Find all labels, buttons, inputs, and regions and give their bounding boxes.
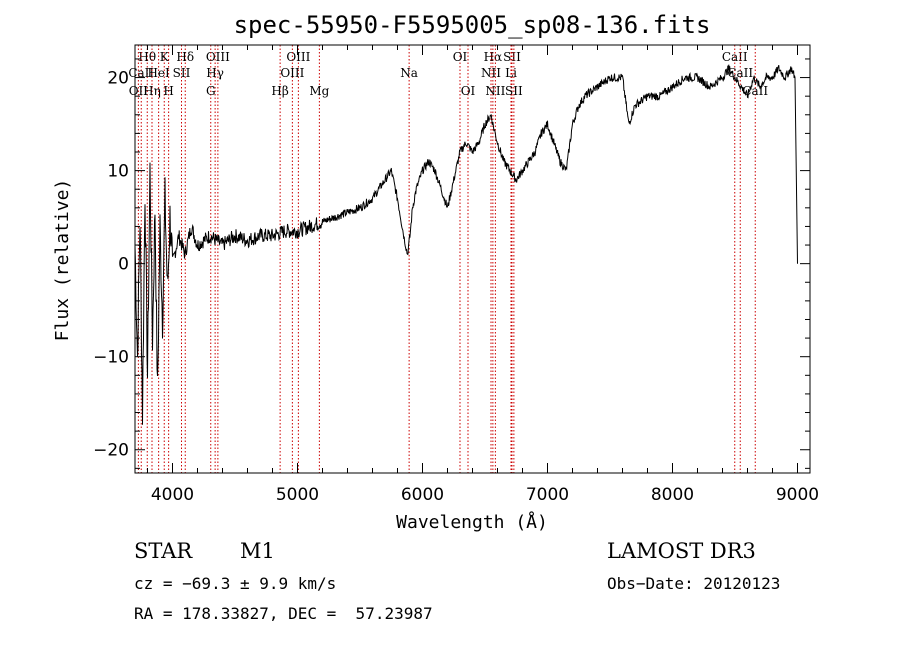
spectral-line-label: OI: [461, 84, 476, 98]
spectrum-series: [134, 64, 798, 425]
spectral-line-label: OIII: [280, 66, 304, 80]
x-tick-label: 6000: [401, 485, 444, 505]
spectral-line-label: HeI: [147, 66, 170, 80]
spectral-line-label: NII: [485, 84, 505, 98]
spectral-line-label: Mg: [309, 84, 329, 98]
x-tick-label: 8000: [651, 485, 694, 505]
x-tick-label: 5000: [276, 485, 319, 505]
x-tick-label: 4000: [151, 485, 194, 505]
spectral-line-label: H: [163, 84, 173, 98]
plot-frame: [134, 44, 811, 474]
obs-date: Obs−Date: 20120123: [607, 574, 781, 593]
spectral-line-label: Na: [400, 66, 418, 80]
x-tick-label: 9000: [776, 485, 819, 505]
spectrum-line: [134, 64, 798, 425]
spectral-line-label: K: [160, 50, 170, 64]
spectral-line-label: CaII: [722, 50, 748, 64]
spectral-line-label: Hγ: [206, 66, 224, 80]
survey-name: LAMOST DR3: [607, 539, 756, 563]
spectral-line-label: CaII: [742, 84, 768, 98]
spectral-line-label: Hα: [484, 50, 503, 64]
object-subclass: M1: [240, 539, 275, 563]
x-tick-label: 7000: [526, 485, 569, 505]
y-tick-label: 10: [107, 162, 129, 182]
spectral-line-label: SII: [505, 84, 523, 98]
coordinates: RA = 178.33827, DEC = 57.23987: [134, 604, 433, 623]
chart-title: spec-55950-F5595005_sp08-136.fits: [234, 11, 711, 39]
spectral-line-label: SII: [503, 50, 521, 64]
spectral-line-label: OII: [129, 84, 149, 98]
spectral-line-label: OIII: [206, 50, 230, 64]
spectral-line-label: Li: [505, 66, 517, 80]
y-tick-label: −20: [93, 441, 129, 461]
spectral-line-label: Hβ: [271, 84, 288, 98]
spectral-line-label: Hη: [143, 84, 161, 98]
x-axis-label: Wavelength (Å): [396, 511, 548, 533]
spectral-line-label: NII: [481, 66, 501, 80]
y-axis-label: Flux (relative): [52, 179, 73, 342]
spectral-line-label: SII: [173, 66, 191, 80]
y-tick-label: 0: [118, 255, 129, 275]
spectral-line-label: CaII: [727, 66, 753, 80]
cz-readout: cz = −69.3 ± 9.9 km/s: [134, 574, 337, 593]
y-tick-label: 20: [107, 69, 129, 89]
spectral-line-label: G: [206, 84, 216, 98]
spectral-line-label: OI: [453, 50, 468, 64]
spectral-line-label: OIII: [286, 50, 310, 64]
y-tick-label: −10: [93, 348, 129, 368]
object-class: STAR: [134, 539, 193, 563]
axes: 4000 5000 6000 7000 8000 9000 −20 −10 0 10 20: [93, 44, 819, 505]
spectral-line-label: Hδ: [176, 50, 194, 64]
